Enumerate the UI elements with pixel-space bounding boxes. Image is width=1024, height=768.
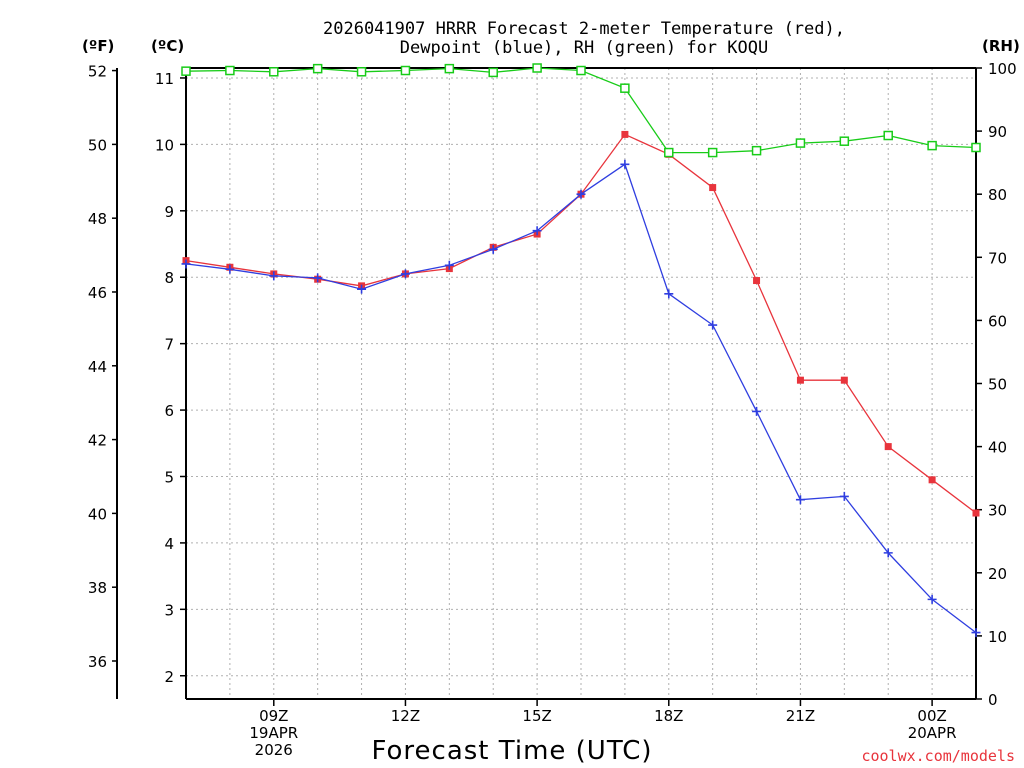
x-tick-label-15-0: 15Z: [522, 707, 551, 725]
temperature-point-20: [753, 277, 761, 285]
rh-tick-label-0: 0: [988, 691, 998, 709]
dewpoint-point-7: [181, 259, 191, 269]
rh-tick-label-90: 90: [988, 123, 1007, 141]
rh-point-16: [576, 65, 586, 76]
rh-point-12: [400, 65, 411, 76]
dewpoint-point-12: [400, 269, 410, 279]
celsius-tick-label-11: 11: [155, 70, 174, 88]
rh-series: [181, 63, 981, 158]
dewpoint-point-13: [444, 260, 454, 270]
dewpoint-point-8: [225, 264, 235, 274]
dewpoint-series: [181, 159, 981, 638]
celsius-tick-label-10: 10: [155, 136, 174, 154]
x-tick-label-24-1: 20APR: [908, 724, 957, 742]
rh-tick-label-50: 50: [988, 376, 1007, 394]
rh-point-8: [225, 65, 235, 76]
rh-tick-label-100: 100: [988, 60, 1017, 78]
dewpoint-point-11: [357, 284, 367, 294]
rh-point-9: [269, 67, 279, 77]
axes: 2 3 4 5 6 7 8 9 10 11 36 38 40 42 44 46 48 50 52 0 10 20 30 40 5…: [88, 60, 1017, 759]
x-tick-label-9-2: 2026: [255, 741, 293, 759]
dewpoint-point-19: [708, 320, 718, 330]
rh-tick-label-20: 20: [988, 565, 1007, 583]
rh-point-15: [532, 63, 542, 73]
chart-title-line-2: Dewpoint (blue), RH (green) for KOQU: [400, 38, 768, 58]
temperature-point-22: [840, 376, 848, 384]
dewpoint-point-17: [620, 159, 630, 169]
rh-point-25: [971, 142, 981, 153]
rh-point-20: [751, 145, 762, 156]
dewpoint-point-25: [971, 628, 981, 638]
dewpoint-point-10: [313, 273, 323, 283]
rh-point-24: [927, 140, 937, 151]
rh-point-23: [883, 130, 893, 141]
fahrenheit-tick-label-42: 42: [88, 432, 107, 450]
x-tick-label-21-0: 21Z: [786, 707, 815, 725]
fahrenheit-tick-label-46: 46: [88, 284, 107, 302]
rh-tick-label-70: 70: [988, 249, 1007, 267]
rh-point-19: [707, 147, 718, 158]
dewpoint-point-22: [839, 491, 849, 501]
temperature-point-17: [621, 130, 629, 138]
rh-point-22: [839, 136, 850, 146]
x-tick-label-9-0: 09Z: [259, 707, 288, 725]
dewpoint-point-9: [269, 271, 279, 281]
celsius-tick-label-5: 5: [164, 468, 174, 486]
celsius-tick-label-6: 6: [164, 402, 174, 420]
celsius-tick-label-4: 4: [164, 535, 174, 553]
fahrenheit-tick-label-38: 38: [88, 579, 107, 597]
rh-point-11: [356, 67, 367, 77]
x-tick-label-24-0: 00Z: [917, 707, 946, 725]
dewpoint-point-16: [576, 189, 586, 199]
fahrenheit-tick-label-40: 40: [88, 505, 107, 523]
celsius-tick-label-9: 9: [164, 203, 174, 221]
fahrenheit-unit-label: (ºF): [82, 37, 114, 55]
chart-title-line-1: 2026041907 HRRR Forecast 2-meter Tempera…: [323, 19, 845, 39]
dewpoint-point-15: [532, 226, 542, 236]
rh-point-14: [488, 67, 498, 78]
source-credit: coolwx.com/models: [861, 747, 1015, 765]
rh-point-10: [312, 63, 323, 74]
fahrenheit-tick-label-50: 50: [88, 136, 107, 154]
rh-point-21: [795, 138, 806, 148]
dewpoint-point-24: [927, 594, 937, 604]
rh-tick-label-80: 80: [988, 186, 1007, 204]
celsius-tick-label-7: 7: [164, 336, 174, 354]
fahrenheit-tick-label-52: 52: [88, 63, 107, 81]
rh-tick-label-60: 60: [988, 312, 1007, 330]
data-series: [181, 63, 981, 638]
dewpoint-point-14: [488, 244, 498, 254]
dewpoint-point-23: [883, 548, 893, 558]
rh-unit-label: (RH): [982, 37, 1020, 55]
dewpoint-point-20: [752, 406, 762, 416]
temperature-point-24: [928, 476, 936, 484]
rh-point-13: [444, 63, 455, 74]
dewpoint-point-21: [795, 495, 805, 505]
rh-point-18: [664, 147, 674, 158]
temperature-point-25: [972, 509, 980, 517]
temperature-point-21: [796, 376, 804, 384]
x-tick-label-12-0: 12Z: [391, 707, 420, 725]
celsius-tick-label-3: 3: [164, 601, 174, 619]
x-axis-label: Forecast Time (UTC): [371, 736, 652, 766]
celsius-unit-label: (ºC): [151, 37, 184, 55]
dewpoint-point-18: [664, 289, 674, 299]
temperature-point-23: [884, 443, 892, 451]
rh-tick-label-10: 10: [988, 628, 1007, 646]
x-tick-label-18-0: 18Z: [654, 707, 683, 725]
fahrenheit-tick-label-44: 44: [88, 358, 107, 376]
temperature-point-19: [709, 184, 717, 192]
grid-lines: [185, 68, 977, 699]
rh-tick-label-30: 30: [988, 502, 1007, 520]
celsius-tick-label-2: 2: [164, 668, 174, 686]
x-tick-label-9-1: 19APR: [249, 724, 298, 742]
fahrenheit-tick-label-36: 36: [88, 653, 107, 671]
rh-point-7: [181, 66, 191, 76]
rh-point-17: [620, 83, 630, 93]
fahrenheit-tick-label-48: 48: [88, 210, 107, 228]
rh-tick-label-40: 40: [988, 439, 1007, 457]
celsius-tick-label-8: 8: [164, 269, 174, 287]
